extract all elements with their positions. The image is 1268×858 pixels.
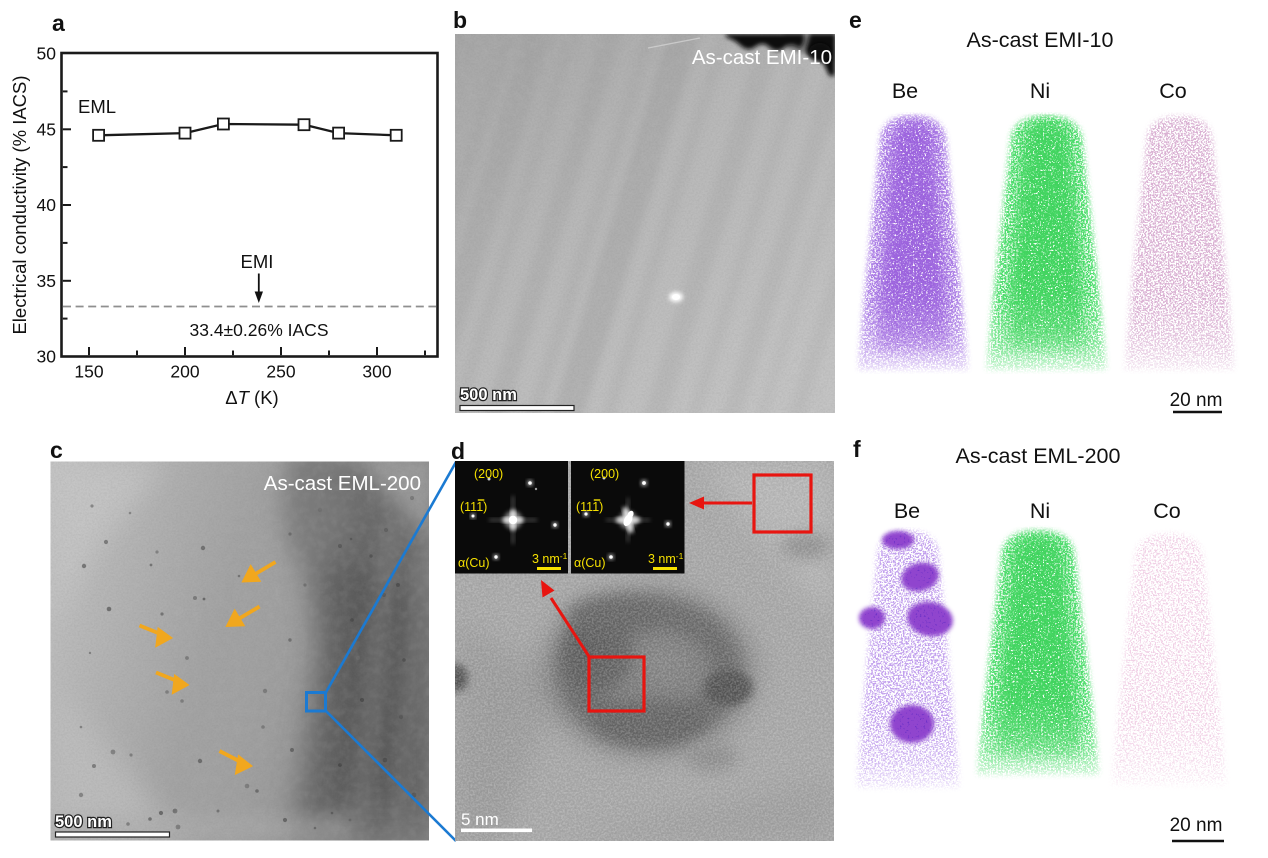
svg-text:Co: Co: [1159, 79, 1187, 103]
svg-text:Be: Be: [894, 499, 920, 523]
svg-text:Co: Co: [1153, 499, 1181, 523]
svg-text:b: b: [453, 7, 467, 33]
svg-text:300: 300: [362, 362, 391, 382]
svg-text:f: f: [853, 436, 861, 462]
svg-text:Ni: Ni: [1030, 499, 1050, 523]
svg-text:3 nm-1: 3 nm-1: [648, 551, 684, 566]
svg-text:33.4±0.26% IACS: 33.4±0.26% IACS: [190, 320, 329, 340]
svg-text:α(Cu): α(Cu): [458, 556, 490, 570]
svg-text:α(Cu): α(Cu): [574, 556, 606, 570]
svg-text:50: 50: [37, 44, 57, 64]
svg-text:(200): (200): [474, 467, 503, 481]
svg-text:40: 40: [37, 195, 57, 215]
svg-text:c: c: [50, 437, 63, 463]
svg-text:150: 150: [74, 362, 103, 382]
svg-text:As-cast EMI-10: As-cast EMI-10: [967, 28, 1114, 52]
svg-text:30: 30: [37, 347, 57, 367]
svg-text:500 nm: 500 nm: [55, 813, 112, 831]
svg-text:EML: EML: [78, 96, 116, 117]
svg-text:20 nm: 20 nm: [1170, 815, 1223, 836]
svg-text:200: 200: [170, 362, 199, 382]
svg-text:(200): (200): [590, 467, 619, 481]
svg-text:As-cast EML-200: As-cast EML-200: [956, 444, 1121, 468]
svg-text:250: 250: [266, 362, 295, 382]
svg-text:e: e: [849, 7, 862, 33]
svg-text:ΔT (K): ΔT (K): [225, 387, 278, 408]
svg-text:500 nm: 500 nm: [460, 386, 517, 404]
svg-text:As-cast EMI-10: As-cast EMI-10: [692, 46, 832, 69]
svg-text:20 nm: 20 nm: [1170, 390, 1223, 411]
svg-text:(111): (111): [576, 500, 603, 514]
svg-text:3 nm-1: 3 nm-1: [532, 551, 568, 566]
svg-text:d: d: [451, 438, 465, 464]
svg-text:Be: Be: [892, 79, 918, 103]
svg-text:a: a: [52, 10, 65, 36]
svg-text:EMI: EMI: [241, 251, 274, 272]
svg-text:Ni: Ni: [1030, 79, 1050, 103]
svg-text:5 nm: 5 nm: [461, 810, 499, 829]
svg-text:Electrical conductivity (% IAC: Electrical conductivity (% IACS): [9, 75, 30, 334]
svg-text:As-cast EML-200: As-cast EML-200: [264, 472, 421, 495]
svg-text:45: 45: [37, 120, 56, 140]
svg-text:35: 35: [37, 271, 56, 291]
svg-text:(111): (111): [460, 500, 487, 514]
